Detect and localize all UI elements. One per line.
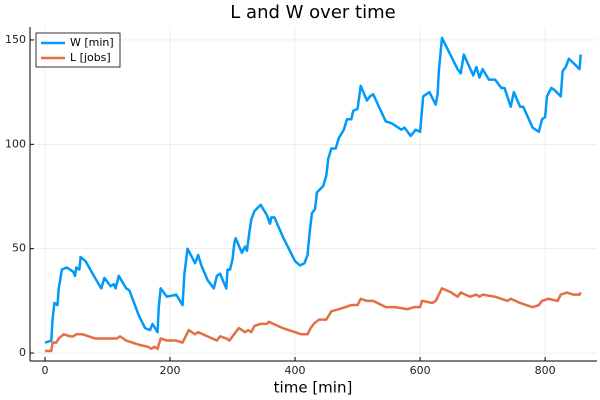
legend-label: W [min] bbox=[70, 36, 114, 49]
line-series bbox=[44, 36, 582, 344]
legend: W [min] L [jobs] bbox=[35, 32, 121, 68]
x-tick-label: 0 bbox=[42, 364, 49, 377]
x-tick-label: 600 bbox=[410, 364, 431, 377]
x-axis-label: time [min] bbox=[274, 379, 353, 397]
y-tick-label: 0 bbox=[19, 346, 26, 359]
y-tick-label: 50 bbox=[12, 242, 26, 255]
x-tick-label: 800 bbox=[535, 364, 556, 377]
y-tick-label: 150 bbox=[5, 33, 26, 46]
line-series bbox=[45, 287, 582, 353]
chart-title: L and W over time bbox=[230, 2, 395, 23]
legend-label: L [jobs] bbox=[70, 51, 111, 64]
legend-box bbox=[35, 32, 121, 68]
y-tick-label: 100 bbox=[5, 137, 26, 150]
x-tick-label: 200 bbox=[160, 364, 181, 377]
x-tick-label: 400 bbox=[285, 364, 306, 377]
